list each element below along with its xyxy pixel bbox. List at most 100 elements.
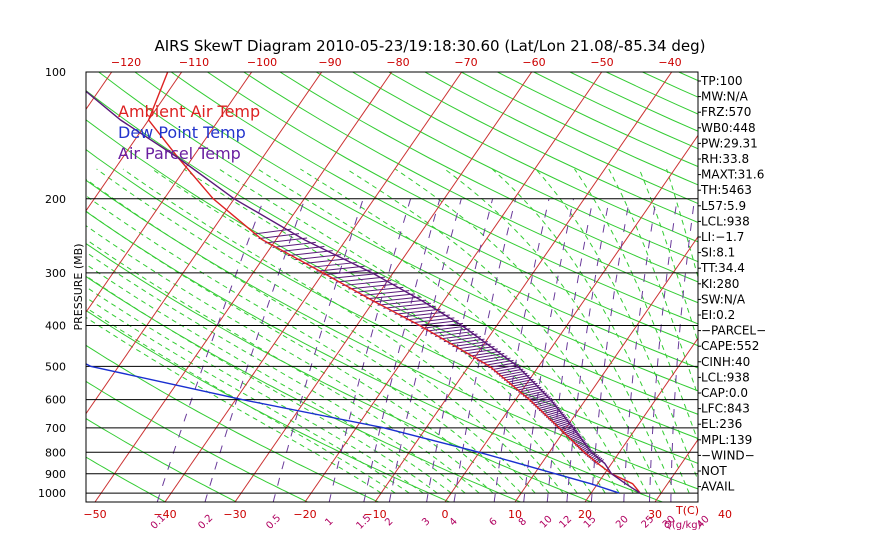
cape-hatch-line: [496, 368, 524, 375]
cape-hatch-line: [476, 355, 508, 362]
pressure-tick-label: 800: [45, 446, 66, 459]
cape-hatch-line: [425, 325, 467, 332]
dry-adiabat-line: [424, 72, 698, 205]
bottom-temp-tick-label: 10: [508, 508, 522, 521]
dry-adiabat-line: [86, 380, 308, 502]
top-temp-tick-label: −100: [247, 56, 277, 69]
stat-item: EI:0.2: [701, 308, 735, 322]
isotherm-line: [304, 72, 603, 502]
bottom-temp-tick-label: −10: [363, 508, 386, 521]
dry-adiabat-line: [315, 72, 698, 263]
dry-adiabat-line: [751, 72, 870, 502]
cape-hatch-line: [531, 397, 553, 404]
cape-hatch-line: [443, 336, 482, 343]
stat-item: LCL:938: [701, 214, 750, 228]
stat-item: TH:5463: [700, 183, 752, 197]
mixing-ratio-label: 20: [614, 514, 631, 531]
mixing-ratio-line: [493, 198, 550, 502]
mixing-ratio-line: [453, 198, 517, 502]
dry-adiabat-line: [86, 344, 379, 502]
moist-adiabat-line: [491, 168, 690, 494]
mixing-ratio-label: 4: [448, 516, 460, 528]
mixing-ratio-label: 0.5: [264, 513, 283, 532]
moist-adiabat-line: [257, 168, 620, 494]
stat-item: LI:−1.7: [701, 230, 744, 244]
dry-adiabat-line: [170, 72, 698, 347]
moist-adiabat-line: [86, 210, 508, 494]
stat-item: SW:N/A: [701, 292, 746, 306]
mixing-ratio-line: [649, 198, 678, 502]
cape-hatch-line: [508, 378, 534, 385]
top-temp-tick-label: −90: [318, 56, 341, 69]
cape-hatch-line: [547, 413, 565, 420]
cape-hatch-line: [264, 237, 308, 244]
isotherm-line: [164, 72, 463, 502]
cape-hatch-line: [498, 370, 526, 377]
cape-hatch-line: [464, 348, 498, 355]
moist-adiabat-line: [96, 168, 550, 494]
moist-adiabat-line: [86, 263, 452, 494]
cape-hatch-line: [460, 345, 495, 352]
isotherm-line: [795, 72, 870, 502]
stat-item: MAXT:31.6: [701, 168, 764, 182]
cape-hatch-line: [365, 293, 416, 300]
top-temp-tick-label: −120: [111, 56, 141, 69]
cape-hatch-line: [533, 399, 554, 406]
stat-item: L57:5.9: [701, 199, 746, 213]
top-temp-tick-label: −110: [179, 56, 209, 69]
mixing-ratio-line: [546, 198, 594, 502]
cape-hatch-line: [335, 276, 385, 283]
moist-adiabat-line: [86, 195, 522, 494]
cape-hatch-line: [287, 250, 333, 257]
pressure-tick-label: 700: [45, 422, 66, 435]
stat-item: −PARCEL−: [701, 324, 766, 338]
isotherms: [0, 72, 870, 502]
top-temp-tick-label: −40: [658, 56, 681, 69]
cape-hatch-line: [258, 233, 300, 240]
cape-hatch-line: [302, 258, 350, 265]
cape-hatch-line: [515, 384, 540, 391]
mixing-ratio-label: 3: [420, 516, 432, 528]
ambient-air-temp-line: [147, 72, 641, 494]
cape-hatch-line: [468, 350, 502, 357]
cape-hatch-line: [452, 341, 488, 348]
bottom-temp-tick-label: 20: [578, 508, 592, 521]
isotherm-line: [234, 72, 533, 502]
bottom-temp-tick-label: 30: [648, 508, 662, 521]
cape-hatch-line: [253, 228, 292, 235]
moist-adiabat-line: [394, 168, 662, 494]
cape-hatch-line: [410, 317, 455, 324]
top-temp-tick-label: −50: [590, 56, 613, 69]
moist-adiabat-line: [300, 168, 634, 494]
mixing-ratio-unit-label: Q(g/kg): [664, 520, 702, 531]
cape-hatch-line: [360, 290, 410, 297]
moist-adiabat-line: [86, 296, 410, 494]
mixing-ratio-label: 8: [517, 516, 529, 528]
cape-hatch-line: [405, 314, 450, 321]
stat-item: MW:N/A: [701, 90, 749, 104]
isotherm-line: [0, 72, 42, 502]
cape-hatch-line: [439, 333, 478, 340]
legend-entry: Dew Point Temp: [118, 123, 246, 142]
moist-adiabats: [86, 168, 698, 494]
cape-hatch-line: [456, 343, 492, 350]
moist-adiabat-line: [86, 225, 494, 494]
cape-hatch-line: [513, 382, 538, 389]
dry-adiabat-line: [86, 179, 698, 490]
stat-item: KI:280: [701, 277, 739, 291]
pressure-tick-label: 300: [45, 267, 66, 280]
stat-item: RH:33.8: [701, 152, 749, 166]
mixing-ratio-label: 0.2: [196, 513, 215, 532]
cape-hatch-line: [472, 353, 505, 360]
moist-adiabat-line: [638, 168, 698, 344]
moist-adiabat-line: [86, 178, 536, 494]
cape-hatch-line: [549, 415, 567, 422]
cape-hatch-line: [525, 392, 548, 399]
cape-hatch-line: [421, 322, 464, 329]
legend-entry: Air Parcel Temp: [118, 144, 241, 163]
cape-hatch-line: [329, 273, 379, 280]
stat-item: SI:8.1: [701, 246, 735, 260]
bottom-temp-tick-label: −30: [223, 508, 246, 521]
dry-adiabat-line: [86, 309, 450, 502]
